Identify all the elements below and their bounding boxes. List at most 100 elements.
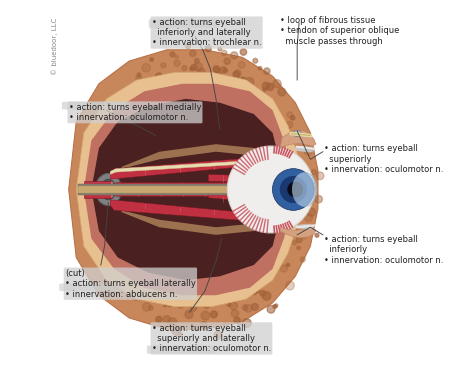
Circle shape bbox=[303, 235, 306, 239]
Circle shape bbox=[286, 263, 290, 266]
Circle shape bbox=[138, 103, 145, 110]
Circle shape bbox=[311, 169, 317, 175]
Circle shape bbox=[285, 281, 294, 290]
Circle shape bbox=[138, 277, 141, 280]
Circle shape bbox=[100, 183, 105, 188]
Circle shape bbox=[101, 239, 107, 245]
Circle shape bbox=[307, 208, 316, 216]
Circle shape bbox=[260, 290, 265, 296]
Circle shape bbox=[286, 141, 289, 144]
Circle shape bbox=[284, 244, 288, 248]
Circle shape bbox=[258, 67, 262, 70]
Text: • action: turns eyeball medially
• innervation: oculomotor n.: • action: turns eyeball medially • inner… bbox=[69, 103, 201, 122]
Circle shape bbox=[237, 322, 241, 326]
Circle shape bbox=[146, 87, 150, 91]
Circle shape bbox=[137, 273, 143, 278]
Circle shape bbox=[121, 254, 127, 259]
Polygon shape bbox=[209, 174, 280, 183]
Circle shape bbox=[114, 283, 120, 289]
Circle shape bbox=[219, 72, 223, 75]
Text: • action: turns eyeball
  inferiorly and laterally
• innervation: trochlear n.: • action: turns eyeball inferiorly and l… bbox=[152, 18, 261, 47]
Circle shape bbox=[175, 55, 178, 58]
Polygon shape bbox=[110, 156, 284, 179]
Circle shape bbox=[100, 158, 106, 164]
Circle shape bbox=[133, 294, 138, 300]
Circle shape bbox=[100, 229, 109, 237]
Circle shape bbox=[292, 208, 298, 213]
Circle shape bbox=[273, 80, 281, 88]
Circle shape bbox=[244, 304, 252, 312]
Circle shape bbox=[137, 293, 144, 300]
Circle shape bbox=[274, 304, 278, 307]
Circle shape bbox=[148, 305, 153, 310]
Polygon shape bbox=[78, 184, 242, 195]
Circle shape bbox=[109, 103, 118, 111]
Circle shape bbox=[125, 251, 133, 259]
Circle shape bbox=[141, 293, 148, 300]
Circle shape bbox=[242, 305, 248, 310]
Circle shape bbox=[132, 91, 137, 95]
Circle shape bbox=[278, 88, 286, 96]
Circle shape bbox=[227, 303, 230, 306]
Circle shape bbox=[86, 155, 95, 164]
Polygon shape bbox=[121, 210, 276, 235]
Circle shape bbox=[254, 288, 259, 293]
Circle shape bbox=[161, 63, 166, 68]
Polygon shape bbox=[280, 227, 316, 238]
Circle shape bbox=[112, 270, 120, 278]
Circle shape bbox=[234, 70, 241, 77]
Circle shape bbox=[204, 304, 209, 309]
Ellipse shape bbox=[95, 174, 121, 205]
Circle shape bbox=[234, 317, 240, 323]
Polygon shape bbox=[78, 186, 242, 193]
Circle shape bbox=[136, 264, 142, 271]
Circle shape bbox=[286, 244, 290, 247]
Circle shape bbox=[201, 311, 210, 320]
Circle shape bbox=[262, 82, 269, 89]
Circle shape bbox=[315, 196, 322, 203]
Circle shape bbox=[92, 149, 98, 155]
Circle shape bbox=[315, 233, 319, 237]
Circle shape bbox=[164, 304, 166, 307]
Circle shape bbox=[186, 74, 190, 78]
Text: • loop of fibrous tissue
• tendon of superior oblique
  muscle passes through: • loop of fibrous tissue • tendon of sup… bbox=[280, 16, 400, 45]
Circle shape bbox=[306, 187, 312, 193]
Circle shape bbox=[117, 233, 125, 241]
Circle shape bbox=[102, 240, 111, 249]
Circle shape bbox=[155, 73, 163, 81]
Polygon shape bbox=[84, 84, 292, 295]
Circle shape bbox=[287, 182, 303, 197]
Circle shape bbox=[304, 214, 312, 222]
Circle shape bbox=[242, 319, 251, 327]
FancyBboxPatch shape bbox=[149, 19, 217, 28]
Text: • action: turns eyeball
  superiorly
• innervation: oculomotor n.: • action: turns eyeball superiorly • inn… bbox=[324, 144, 443, 174]
Polygon shape bbox=[110, 200, 284, 223]
Circle shape bbox=[266, 83, 273, 91]
Circle shape bbox=[251, 304, 258, 310]
Polygon shape bbox=[209, 194, 280, 203]
Text: © bluedoor, LLC: © bluedoor, LLC bbox=[52, 17, 58, 75]
Circle shape bbox=[252, 290, 257, 294]
Circle shape bbox=[190, 50, 196, 56]
Circle shape bbox=[213, 66, 220, 73]
Ellipse shape bbox=[292, 172, 317, 207]
Circle shape bbox=[308, 185, 316, 192]
Circle shape bbox=[198, 68, 205, 75]
Circle shape bbox=[239, 77, 246, 85]
Circle shape bbox=[151, 286, 159, 294]
Circle shape bbox=[277, 251, 283, 257]
Circle shape bbox=[304, 147, 312, 155]
Polygon shape bbox=[121, 144, 276, 169]
Circle shape bbox=[296, 181, 301, 186]
Circle shape bbox=[110, 160, 117, 166]
Circle shape bbox=[273, 169, 314, 210]
Circle shape bbox=[190, 67, 194, 70]
Circle shape bbox=[106, 222, 112, 227]
Circle shape bbox=[245, 77, 254, 86]
Polygon shape bbox=[91, 99, 284, 280]
Circle shape bbox=[137, 73, 141, 77]
Circle shape bbox=[191, 305, 197, 311]
Circle shape bbox=[166, 300, 173, 307]
Polygon shape bbox=[295, 146, 314, 152]
Circle shape bbox=[97, 129, 105, 137]
